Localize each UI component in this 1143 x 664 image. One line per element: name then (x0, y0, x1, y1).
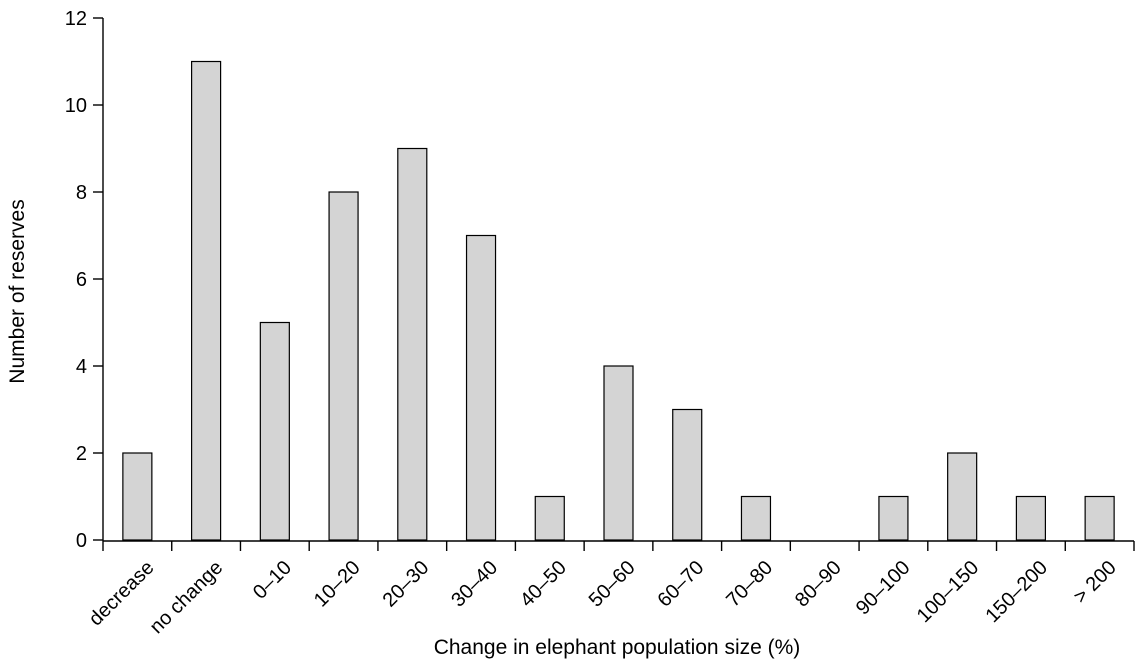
x-tick-label: decrease (85, 557, 159, 631)
bar (603, 365, 634, 541)
x-tick-label: 70–80 (722, 557, 777, 612)
bar (191, 60, 222, 541)
y-tick-label: 8 (76, 182, 87, 204)
bar (259, 321, 290, 541)
x-tick-label: 50–60 (585, 557, 640, 612)
x-tick-label: 20–30 (379, 557, 434, 612)
bar (947, 452, 978, 541)
x-tick-label: 100–150 (913, 557, 984, 628)
y-tick-label: 2 (76, 443, 87, 465)
y-tick-label: 4 (76, 356, 87, 378)
x-tick-label: 80–90 (791, 557, 846, 612)
x-axis-title: Change in elephant population size (%) (434, 636, 801, 659)
bar (328, 191, 359, 541)
x-tick-label: 60–70 (653, 557, 708, 612)
x-tick-label: 150–200 (981, 557, 1052, 628)
y-tick-label: 12 (65, 8, 87, 30)
x-tick-label: > 200 (1069, 557, 1120, 608)
y-tick-labels: 0 2 4 6 8 10 12 (65, 8, 87, 552)
bar (672, 408, 703, 541)
y-tick-label: 6 (76, 269, 87, 291)
x-tick-label: 10–20 (310, 557, 365, 612)
bar (1015, 495, 1047, 541)
x-tick-label: 90–100 (852, 557, 915, 620)
bars (122, 60, 1115, 541)
bar (397, 147, 428, 541)
y-tick-label: 0 (76, 530, 87, 552)
y-axis (93, 17, 104, 541)
bar (740, 495, 772, 541)
y-tick-label: 10 (65, 95, 87, 117)
y-axis-title: Number of reserves (6, 199, 29, 383)
bar (465, 234, 497, 541)
x-tick-label: 40–50 (516, 557, 571, 612)
bar (122, 452, 153, 541)
x-tick-label: 30–40 (447, 557, 502, 612)
bar (534, 495, 565, 541)
x-axis (102, 540, 1135, 551)
x-tick-label: no change (146, 557, 228, 639)
bar (878, 495, 909, 541)
x-tick-label: 0–10 (249, 557, 296, 604)
bar (1084, 495, 1115, 541)
